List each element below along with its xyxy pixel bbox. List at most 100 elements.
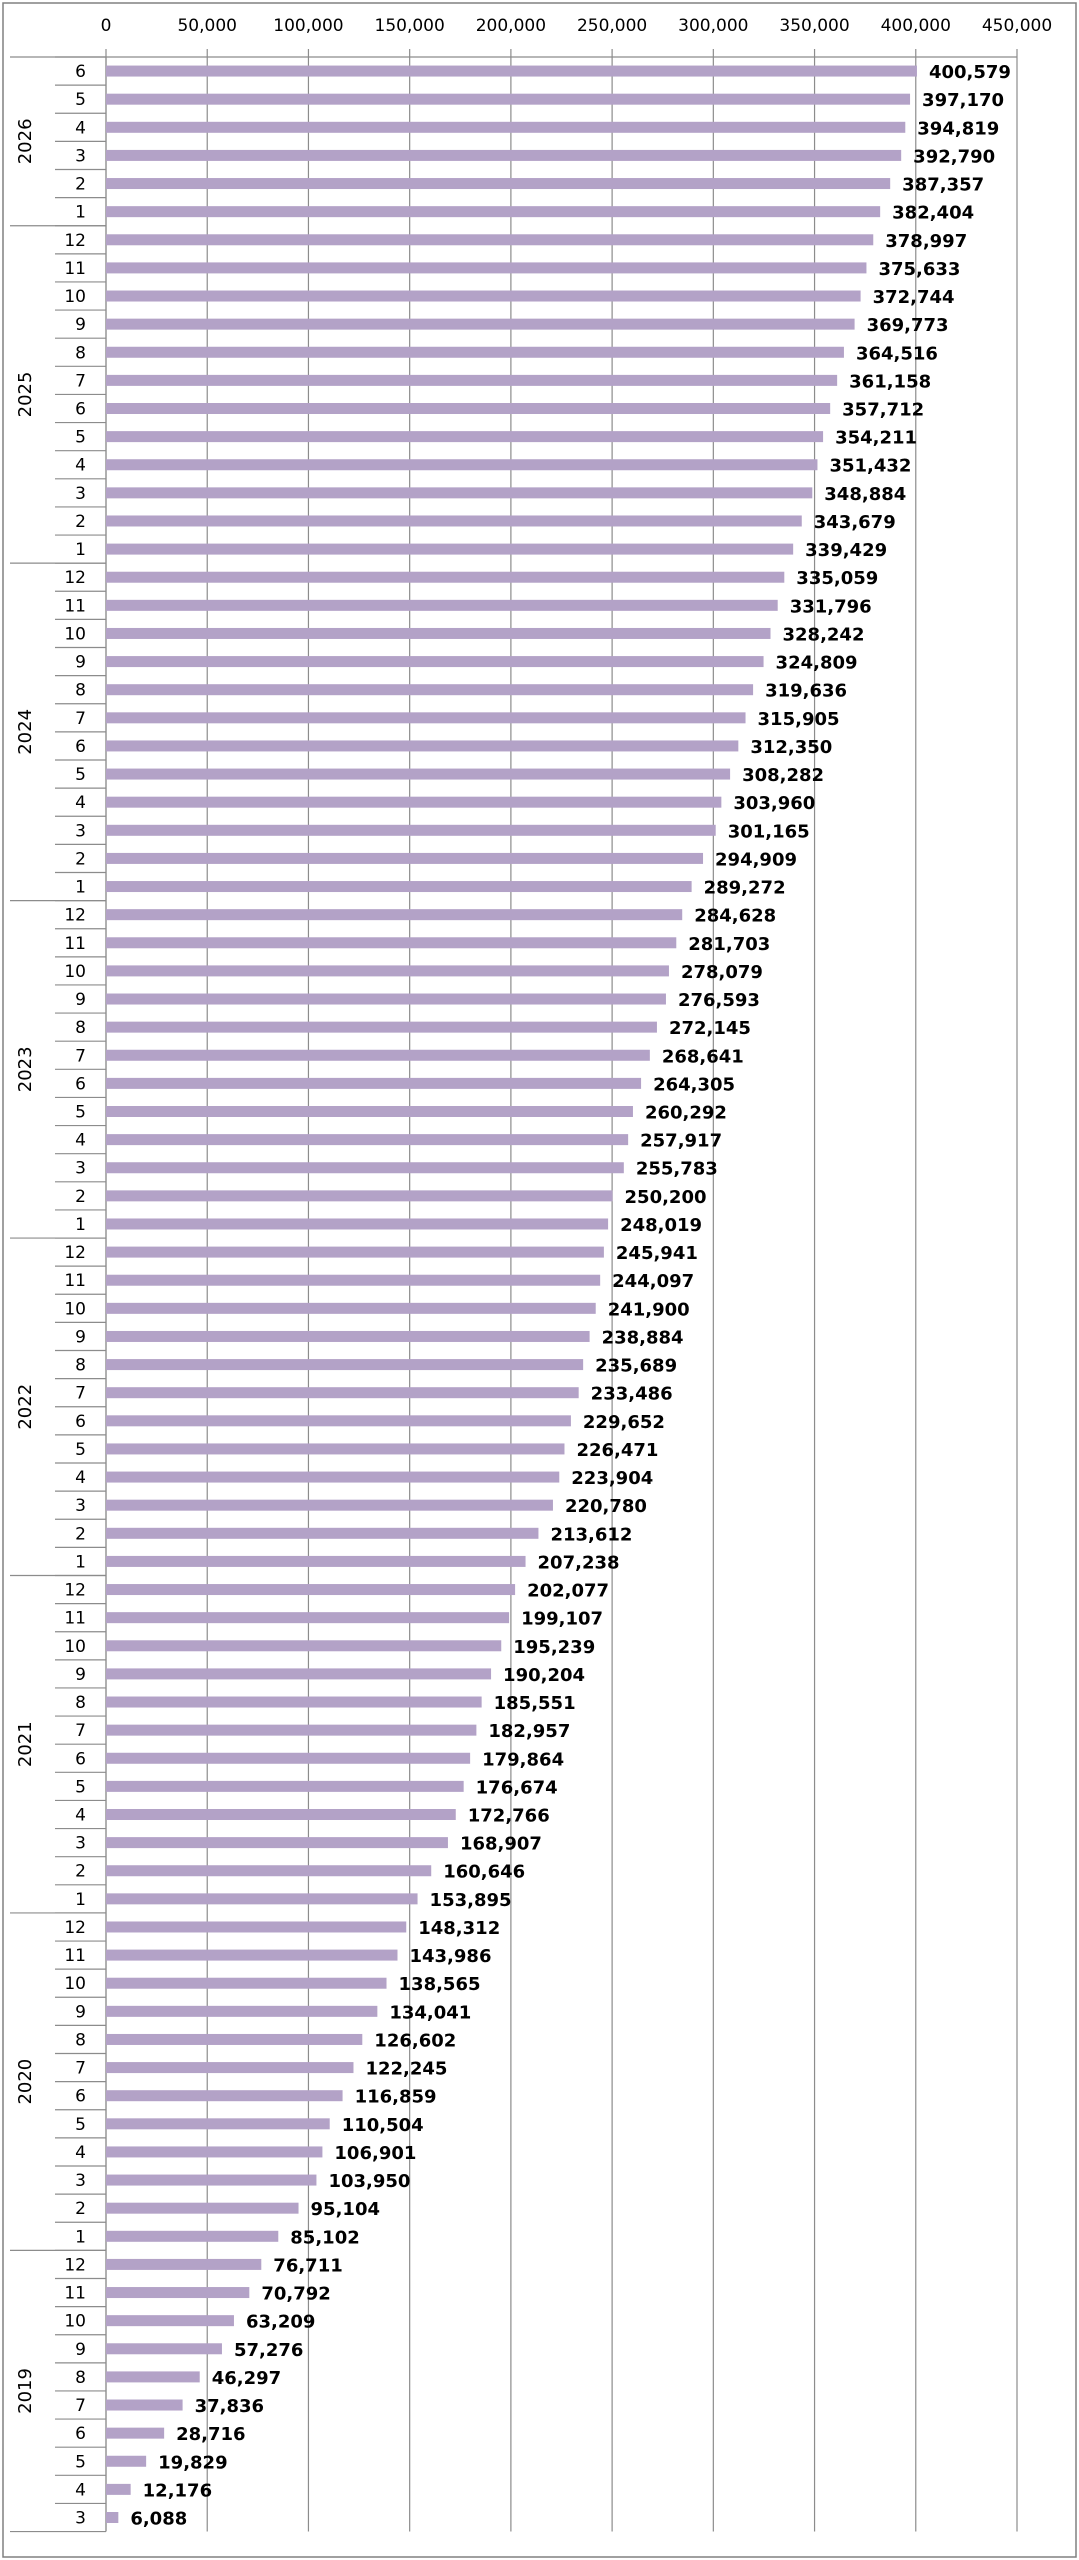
x-tick-label: 250,000 <box>577 16 647 36</box>
month-label: 4 <box>75 118 86 138</box>
x-tick-label: 200,000 <box>476 16 546 36</box>
bar <box>106 824 716 836</box>
bar <box>106 1752 471 1764</box>
month-label: 9 <box>75 990 86 1010</box>
bar <box>106 178 891 190</box>
value-label: 199,107 <box>521 1609 603 1630</box>
x-tick-label: 0 <box>101 16 112 36</box>
month-label: 7 <box>75 2059 86 2079</box>
bar <box>106 1021 657 1033</box>
bar <box>106 2483 131 2495</box>
value-label: 268,641 <box>662 1046 744 1067</box>
month-label: 6 <box>75 2424 86 2444</box>
bar <box>106 431 824 443</box>
value-label: 190,204 <box>503 1665 585 1686</box>
month-label: 6 <box>75 1074 86 1094</box>
value-label: 387,357 <box>902 175 984 196</box>
value-label: 361,158 <box>849 371 931 392</box>
bar <box>106 768 731 780</box>
month-label: 10 <box>64 1974 86 1994</box>
month-label: 6 <box>75 737 86 757</box>
month-label: 1 <box>75 540 86 560</box>
value-label: 382,404 <box>892 203 974 224</box>
value-label: 339,429 <box>805 540 887 561</box>
month-label: 12 <box>64 906 86 926</box>
bar <box>106 2033 363 2045</box>
value-label: 348,884 <box>824 484 906 505</box>
value-label: 272,145 <box>669 1018 751 1039</box>
value-label: 260,292 <box>645 1103 727 1124</box>
bar <box>106 2258 262 2270</box>
value-label: 143,986 <box>409 1946 491 1967</box>
bar <box>106 2118 330 2130</box>
bar <box>106 2512 119 2523</box>
value-label: 250,200 <box>625 1187 707 1208</box>
month-label: 1 <box>75 1215 86 1235</box>
month-label: 5 <box>75 2452 86 2472</box>
value-label: 226,471 <box>576 1440 658 1461</box>
bar <box>106 656 764 668</box>
value-label: 245,941 <box>616 1243 698 1264</box>
bar <box>106 206 881 218</box>
value-label: 244,097 <box>612 1271 694 1292</box>
month-label: 5 <box>75 90 86 110</box>
value-label: 37,836 <box>195 2396 264 2417</box>
month-label: 11 <box>64 1271 86 1291</box>
month-label: 11 <box>64 596 86 616</box>
month-label: 5 <box>75 765 86 785</box>
month-label: 10 <box>64 624 86 644</box>
value-label: 315,905 <box>758 709 840 730</box>
year-label: 2025 <box>15 372 36 418</box>
month-label: 2 <box>75 849 86 869</box>
bar <box>106 2343 222 2355</box>
month-label: 7 <box>75 2396 86 2416</box>
month-label: 3 <box>75 821 86 841</box>
value-label: 134,041 <box>389 2002 471 2023</box>
bar <box>106 1527 539 1539</box>
bar <box>106 1302 596 1314</box>
x-tick-label: 450,000 <box>982 16 1052 36</box>
year-label: 2024 <box>15 709 36 755</box>
value-label: 392,790 <box>913 146 995 167</box>
bar <box>106 2455 147 2467</box>
value-label: 148,312 <box>418 1918 500 1939</box>
bar <box>106 1555 526 1567</box>
value-label: 85,102 <box>290 2227 359 2248</box>
value-label: 357,712 <box>842 400 924 421</box>
year-label: 2023 <box>15 1046 36 1092</box>
bar <box>106 543 794 555</box>
value-label: 76,711 <box>273 2255 342 2276</box>
bar <box>106 965 669 977</box>
value-label: 103,950 <box>328 2171 410 2192</box>
value-label: 185,551 <box>494 1693 576 1714</box>
value-label: 195,239 <box>513 1637 595 1658</box>
month-label: 9 <box>75 653 86 673</box>
month-label: 3 <box>75 2171 86 2191</box>
bar <box>106 1359 584 1371</box>
bar <box>106 1724 477 1736</box>
bar <box>106 1921 407 1933</box>
value-label: 335,059 <box>796 568 878 589</box>
bar <box>106 2174 317 2186</box>
value-label: 116,859 <box>355 2087 437 2108</box>
month-label: 11 <box>64 1609 86 1629</box>
bar <box>106 487 813 499</box>
value-label: 6,088 <box>130 2509 187 2530</box>
month-label: 6 <box>75 1749 86 1769</box>
month-label: 8 <box>75 2368 86 2388</box>
month-label: 9 <box>75 315 86 335</box>
month-label: 4 <box>75 1131 86 1151</box>
value-label: 241,900 <box>608 1299 690 1320</box>
month-label: 2 <box>75 512 86 532</box>
month-label: 12 <box>64 568 86 588</box>
value-label: 372,744 <box>873 287 955 308</box>
bar <box>106 712 746 724</box>
month-label: 4 <box>75 1468 86 1488</box>
value-label: 160,646 <box>443 1862 525 1883</box>
value-label: 213,612 <box>550 1524 632 1545</box>
value-label: 57,276 <box>234 2340 303 2361</box>
value-label: 364,516 <box>856 343 938 364</box>
month-label: 11 <box>64 2284 86 2304</box>
value-label: 281,703 <box>688 934 770 955</box>
month-label: 8 <box>75 1018 86 1038</box>
